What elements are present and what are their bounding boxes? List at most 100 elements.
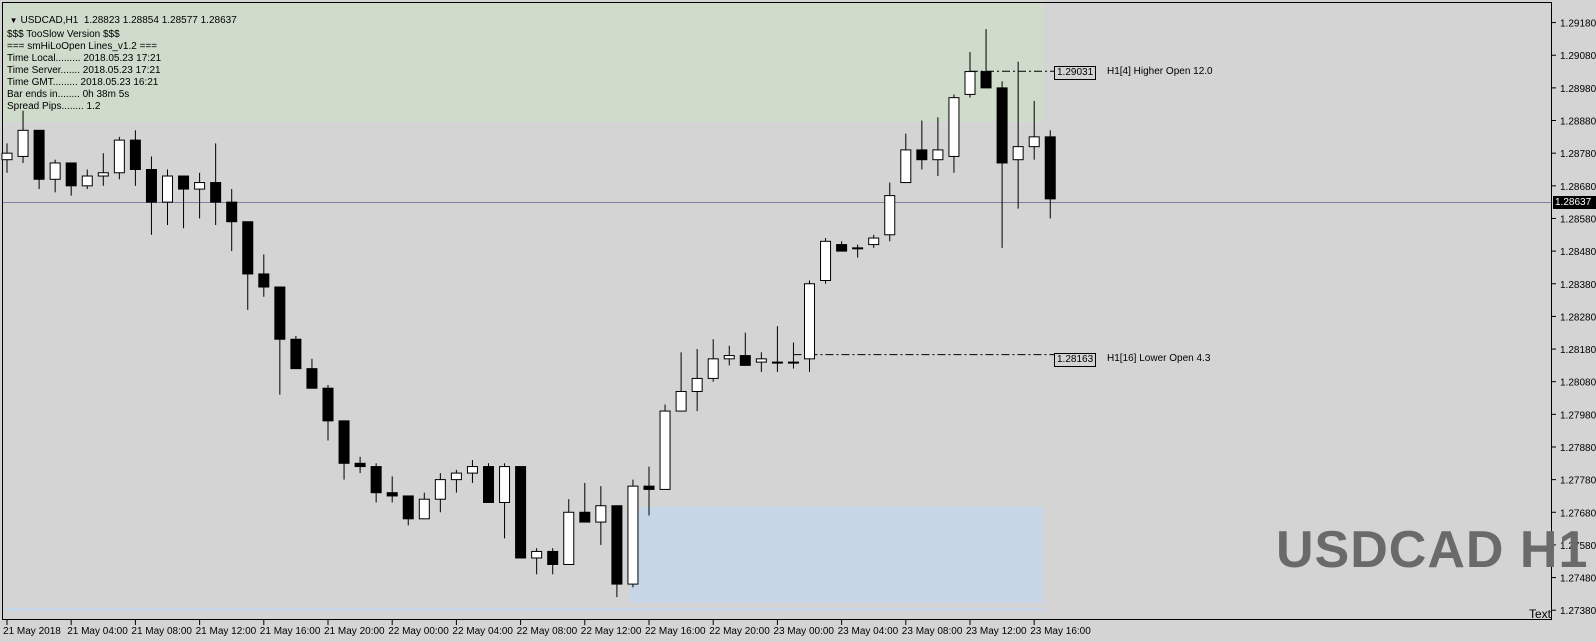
time-tick-label: 21 May 08:00 bbox=[131, 626, 192, 637]
time-tick-label: 21 May 16:00 bbox=[260, 626, 321, 637]
lower-open-label: H1[16] Lower Open 4.3 bbox=[1107, 353, 1211, 364]
price-tick-label: 1.28280 bbox=[1560, 312, 1596, 323]
bull-candle bbox=[113, 139, 125, 174]
info-line-indicator: === smHiLoOpen Lines_v1.2 === bbox=[7, 41, 158, 52]
price-tick-label: 1.27780 bbox=[1560, 476, 1596, 487]
bear-candle bbox=[65, 162, 77, 187]
bull-candle bbox=[691, 377, 703, 392]
bull-candle bbox=[771, 361, 783, 364]
time-tick-label: 21 May 2018 bbox=[3, 626, 61, 637]
price-tick-label: 1.28680 bbox=[1560, 182, 1596, 193]
info-line-time-server: Time Server....... 2018.05.23 17:21 bbox=[7, 65, 161, 76]
bear-candle bbox=[370, 466, 382, 494]
bear-candle bbox=[274, 286, 286, 340]
time-tick-label: 22 May 12:00 bbox=[581, 626, 642, 637]
open-level-lines bbox=[793, 70, 1054, 356]
info-line-time-local: Time Local......... 2018.05.23 17:21 bbox=[7, 53, 162, 64]
bull-candle bbox=[964, 71, 976, 95]
time-tick-label: 23 May 12:00 bbox=[966, 626, 1027, 637]
info-line-time-gmt: Time GMT......... 2018.05.23 16:21 bbox=[7, 77, 159, 88]
price-tick-label: 1.28880 bbox=[1560, 117, 1596, 128]
bear-candle bbox=[643, 485, 655, 490]
bear-candle bbox=[178, 175, 190, 190]
bull-candle bbox=[932, 149, 944, 161]
bull-candle bbox=[81, 175, 93, 187]
bear-candle bbox=[980, 71, 992, 89]
bear-candle bbox=[547, 550, 559, 566]
price-tick-label: 1.29080 bbox=[1560, 51, 1596, 62]
bear-candle bbox=[739, 355, 751, 366]
plot-frame bbox=[2, 2, 1552, 620]
price-tick-label: 1.29180 bbox=[1560, 19, 1596, 30]
price-axis: 1.29180 1.29080 1.28980 1.28880 1.28780 1.286… bbox=[1551, 19, 1596, 617]
bear-candle bbox=[242, 221, 254, 275]
chart-header: ▼ USDCAD,H1 1.28823 1.28854 1.28577 1.286… bbox=[4, 4, 237, 26]
info-line-spread: Spread Pips........ 1.2 bbox=[7, 101, 101, 112]
bear-candle bbox=[145, 168, 157, 203]
bull-candle bbox=[948, 97, 960, 157]
time-tick-label: 23 May 00:00 bbox=[773, 626, 834, 637]
text-object-label[interactable]: Text bbox=[1529, 607, 1552, 621]
bull-candle bbox=[595, 505, 607, 523]
bull-candle bbox=[707, 358, 719, 379]
bull-candle bbox=[1, 152, 13, 161]
bear-candle bbox=[1044, 136, 1056, 200]
symbol-label: USDCAD,H1 bbox=[20, 15, 79, 26]
bull-candle bbox=[627, 485, 639, 585]
lower-zone bbox=[630, 507, 1043, 603]
time-tick-label: 22 May 04:00 bbox=[452, 626, 513, 637]
time-tick-label: 22 May 16:00 bbox=[645, 626, 706, 637]
lower-open-price-box[interactable]: 1.28163 bbox=[1054, 353, 1097, 367]
price-tick-label: 1.28480 bbox=[1560, 247, 1596, 258]
bottom-zone-strip bbox=[3, 608, 1043, 611]
bear-candle bbox=[402, 495, 414, 520]
bear-candle bbox=[322, 387, 334, 422]
higher-open-price-box[interactable]: 1.29031 bbox=[1054, 66, 1097, 80]
time-tick-label: 21 May 20:00 bbox=[324, 626, 385, 637]
bull-candle bbox=[1028, 136, 1040, 148]
bear-candle bbox=[916, 149, 928, 161]
price-tick-label: 1.27480 bbox=[1560, 574, 1596, 585]
price-tick-label: 1.28080 bbox=[1560, 378, 1596, 389]
price-tick-label: 1.28780 bbox=[1560, 149, 1596, 160]
bear-candle bbox=[996, 87, 1008, 164]
time-tick-label: 22 May 20:00 bbox=[709, 626, 770, 637]
bear-candle bbox=[226, 201, 238, 223]
bull-candle bbox=[49, 162, 61, 180]
bear-candle bbox=[258, 273, 270, 288]
price-tick-label: 1.28980 bbox=[1560, 84, 1596, 95]
bear-candle bbox=[354, 462, 366, 468]
dropdown-triangle-icon[interactable]: ▼ bbox=[9, 16, 18, 25]
bull-candle bbox=[900, 149, 912, 184]
bull-candle bbox=[755, 358, 767, 363]
ohlc-values: 1.28823 1.28854 1.28577 1.28637 bbox=[83, 15, 237, 26]
price-tick-label: 1.27880 bbox=[1560, 443, 1596, 454]
bull-candle bbox=[434, 479, 446, 500]
bear-candle bbox=[210, 182, 222, 203]
price-tick-label: 1.27980 bbox=[1560, 410, 1596, 421]
bull-candle bbox=[659, 410, 671, 490]
bull-candle bbox=[194, 182, 206, 190]
bull-candle bbox=[868, 237, 880, 246]
bear-candle bbox=[836, 244, 848, 252]
info-line-title: $$$ TooSlow Version $$$ bbox=[7, 29, 120, 40]
bull-candle bbox=[675, 390, 687, 412]
bull-candle bbox=[466, 466, 478, 474]
price-tick-label: 1.27380 bbox=[1560, 606, 1596, 617]
bear-candle bbox=[33, 129, 45, 180]
bull-candle bbox=[531, 550, 543, 559]
time-tick-label: 23 May 16:00 bbox=[1030, 626, 1091, 637]
upper-zone bbox=[3, 3, 1043, 122]
bear-candle bbox=[306, 368, 318, 389]
bull-candle bbox=[852, 247, 864, 250]
time-tick-label: 23 May 04:00 bbox=[838, 626, 899, 637]
symbol-watermark: USDCAD H1 bbox=[1276, 521, 1589, 579]
bull-candle bbox=[499, 466, 511, 503]
bull-candle bbox=[1012, 146, 1024, 161]
bear-candle bbox=[483, 466, 494, 503]
price-tick-label: 1.28380 bbox=[1560, 280, 1596, 291]
bull-candle bbox=[884, 195, 896, 236]
candles bbox=[1, 29, 1056, 598]
bear-candle bbox=[515, 466, 527, 559]
